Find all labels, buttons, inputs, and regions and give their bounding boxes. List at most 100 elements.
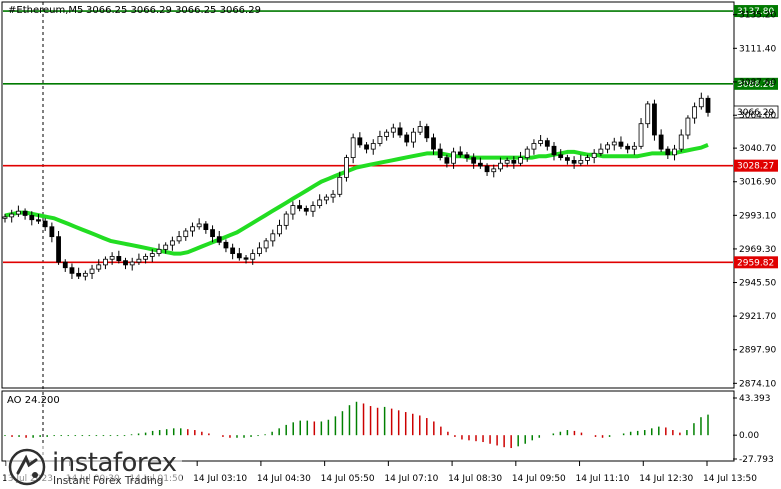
instaforex-logo-icon xyxy=(8,448,46,486)
price-tick-label: 3040.70 xyxy=(739,144,776,154)
instaforex-logo: instaforex Instant Forex Trading xyxy=(6,446,182,488)
candle-body xyxy=(103,258,108,266)
candle-body xyxy=(397,127,403,136)
candle-body xyxy=(196,223,202,228)
moving-average xyxy=(4,143,709,256)
candle-body xyxy=(183,230,189,238)
candle-body xyxy=(2,216,8,219)
candle-body xyxy=(451,151,456,164)
price-tick-label: 2969.30 xyxy=(739,245,776,255)
candle-body xyxy=(585,157,590,161)
candle-body xyxy=(491,168,497,173)
candle-body xyxy=(477,162,483,167)
price-tick-label: 3087.60 xyxy=(739,78,776,88)
price-level-tag xyxy=(734,159,778,172)
candle-body xyxy=(618,141,624,147)
candle-body xyxy=(638,123,644,147)
candle-body xyxy=(357,137,363,146)
candle-body xyxy=(36,219,41,222)
candle-body xyxy=(551,145,557,156)
candle-body xyxy=(698,97,704,108)
candle-body xyxy=(364,144,369,150)
candle-body xyxy=(56,236,61,263)
candle-body xyxy=(123,260,128,266)
time-tick-label: 14 Jul 04:30 xyxy=(257,474,311,484)
candle-body xyxy=(143,256,149,260)
time-tick-label: 14 Jul 13:50 xyxy=(703,474,757,484)
candle-body xyxy=(210,229,215,238)
candle-body xyxy=(692,106,698,119)
candle-body xyxy=(390,127,396,133)
current-price-label: 3066.29 xyxy=(737,108,774,118)
current-price-tag xyxy=(733,105,779,119)
time-tick-label: 14 Jul 09:50 xyxy=(512,474,566,484)
price-level-label: 3028.27 xyxy=(737,162,774,172)
price-tick-label: 2921.70 xyxy=(739,312,776,322)
candle-body xyxy=(96,264,102,270)
candle-body xyxy=(89,268,95,274)
candle-body xyxy=(243,257,249,260)
candle-body xyxy=(62,261,68,269)
candle-body xyxy=(511,160,517,164)
price-tick-label: 2874.10 xyxy=(739,379,776,389)
main-plot-frame xyxy=(1,1,735,389)
candle-body xyxy=(625,145,631,150)
candle-body xyxy=(652,103,657,136)
candle-body xyxy=(498,162,503,170)
candle-body xyxy=(15,210,21,215)
candle-body xyxy=(457,151,463,156)
chart-header-ohlc: 3066.25 3066.29 3066.25 3066.29 xyxy=(86,5,261,16)
candle-body xyxy=(116,256,122,262)
candle-body xyxy=(531,143,537,150)
price-tick-label: 3111.40 xyxy=(739,44,776,54)
candle-body xyxy=(176,236,182,242)
candle-body xyxy=(203,223,209,230)
candle-body xyxy=(69,267,75,274)
candle-body xyxy=(437,148,443,158)
candle-body xyxy=(337,176,343,195)
candle-body xyxy=(350,137,356,158)
candle-body xyxy=(605,144,610,150)
candle-body xyxy=(685,117,691,136)
price-axis: 3135.20 3111.40 3087.60 3064.00 3040.70 3016.… xyxy=(733,11,776,389)
candle-body xyxy=(156,248,162,254)
candle-body xyxy=(76,272,82,277)
candles xyxy=(2,92,711,281)
candle-body xyxy=(82,272,88,277)
candle-body xyxy=(22,210,28,216)
candle-body xyxy=(49,226,55,238)
candle-body xyxy=(417,126,423,133)
candle-body xyxy=(290,205,296,215)
time-tick-label: 14 Jul 12:30 xyxy=(639,474,693,484)
candle-body xyxy=(678,134,684,150)
candle-body xyxy=(270,233,276,242)
candle-body xyxy=(558,154,564,158)
price-level-label: 3137.80 xyxy=(737,7,774,17)
candle-body xyxy=(518,157,523,164)
logo-subtitle: Instant Forex Trading xyxy=(53,475,164,487)
candle-body xyxy=(190,226,195,232)
candle-body xyxy=(317,199,323,206)
candle-body xyxy=(129,261,135,266)
time-tick-label: 14 Jul 11:10 xyxy=(576,474,630,484)
candle-body xyxy=(705,97,711,113)
candle-body xyxy=(216,236,222,243)
logo-wordmark: instaforex xyxy=(52,448,177,478)
time-tick-label: 14 Jul 03:10 xyxy=(193,474,247,484)
candle-body xyxy=(444,157,450,164)
moving-average-line xyxy=(4,143,709,256)
price-tick-label: 3064.00 xyxy=(739,111,776,121)
price-level-tag xyxy=(734,256,778,269)
ao-tick-label: 0.00 xyxy=(739,431,759,441)
candle-body xyxy=(504,160,510,164)
candle-body xyxy=(109,256,115,260)
candle-body xyxy=(544,140,550,147)
candle-body xyxy=(42,220,48,228)
ao-tick-label: 43.393 xyxy=(739,394,771,404)
candle-body xyxy=(672,148,677,156)
candle-body xyxy=(658,134,664,150)
candle-body xyxy=(257,247,262,254)
price-level-tag xyxy=(734,77,778,90)
ao-axis: 43.393 0.00 -27.793 xyxy=(733,394,774,465)
price-tick-label: 3016.90 xyxy=(739,178,776,188)
